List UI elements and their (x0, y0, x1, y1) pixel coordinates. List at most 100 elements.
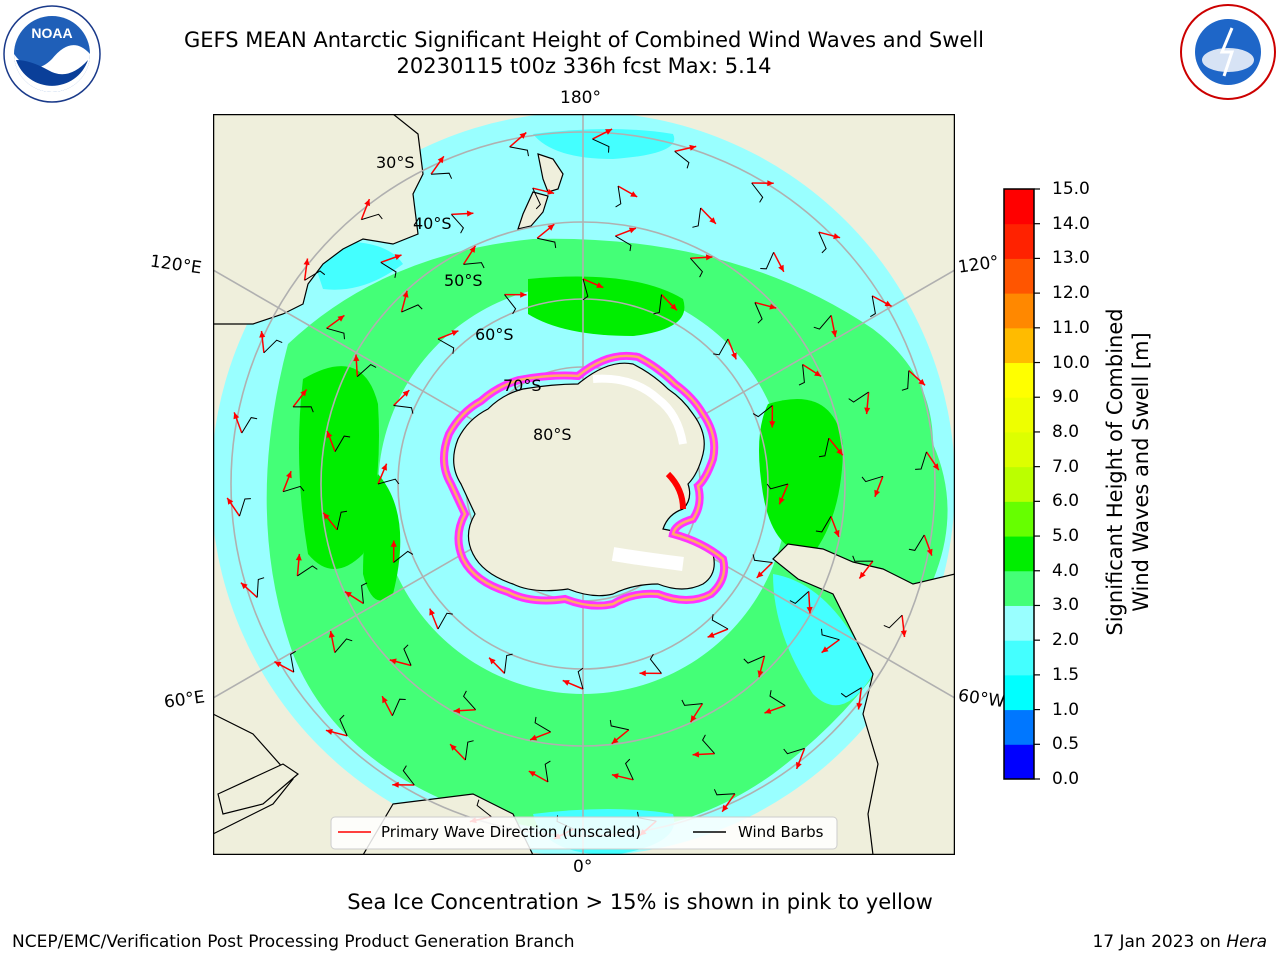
wind-barb (813, 315, 832, 330)
colorbar-bin (1004, 640, 1034, 676)
primary-wave-arrowhead (757, 670, 764, 678)
wind-barb (239, 498, 251, 517)
land-australia (213, 114, 424, 325)
primary-wave-arrowhead (547, 188, 555, 195)
primary-wave-arrowhead (328, 631, 335, 638)
primary-wave-arrowhead (233, 412, 240, 420)
lat-label: 70°S (503, 376, 542, 395)
primary-wave-arrowhead (382, 696, 388, 704)
wind-barb (649, 653, 662, 674)
wind-barb (754, 302, 763, 324)
primary-wave-arrowhead (390, 540, 397, 547)
primary-wave-arrowhead (611, 773, 619, 780)
wind-barb (504, 294, 517, 315)
lon-label-top: 180° (560, 88, 601, 108)
wind-barb (393, 405, 414, 414)
lat-label: 50°S (444, 271, 483, 290)
lon-label-left-lower: 60°E (162, 687, 207, 713)
wind-barb (861, 475, 884, 483)
wind-barb (402, 765, 415, 786)
wind-barb (297, 565, 318, 577)
primary-wave-arrowhead (530, 734, 538, 741)
primary-wave-arrowhead (814, 370, 822, 377)
wind-barb (339, 714, 348, 737)
footer-date-text: 17 Jan 2023 on (1092, 932, 1221, 952)
wind-barb (711, 614, 729, 630)
wind-barb (751, 182, 764, 203)
primary-wave-arrowhead (764, 708, 772, 714)
wind-barb (462, 690, 476, 711)
lat-label: 80°S (533, 425, 572, 444)
primary-wave-arrowhead (722, 804, 729, 812)
wind-barb (818, 438, 830, 458)
primary-wave-arrowhead (833, 233, 841, 239)
primary-wave-arrowhead (562, 680, 570, 686)
wind-barb (915, 451, 927, 470)
wind-barb (577, 667, 584, 690)
colorbar-tick-label: 0.0 (1052, 769, 1080, 789)
wind-barb (883, 614, 903, 629)
colorbar (1003, 188, 1040, 780)
wind-barb (537, 237, 557, 249)
wind-barb (391, 698, 406, 716)
wind-barb (789, 591, 810, 605)
nws-logo (1180, 4, 1276, 100)
primary-wave-arrowhead (466, 210, 474, 217)
primary-wave-arrowhead (520, 291, 527, 298)
primary-wave-arrowhead (796, 761, 802, 769)
colorbar-tick-label: 4.0 (1052, 560, 1080, 581)
colorbar-tick-label: 1.5 (1052, 664, 1080, 685)
primary-wave-arrowhead (519, 132, 527, 139)
wind-barb (334, 638, 353, 653)
wind-barb (290, 650, 296, 673)
land-antarctica (453, 362, 715, 597)
primary-wave-arrowhead (489, 657, 496, 665)
wind-barb (334, 435, 351, 452)
primary-wave-arrowhead (392, 781, 399, 788)
primary-wave-arrowhead (856, 702, 863, 710)
primary-wave-arrowhead (756, 571, 764, 578)
primary-wave-arrowhead (874, 489, 880, 497)
wind-barb (681, 699, 703, 706)
wave-height-field (266, 129, 948, 855)
wind-barb (336, 510, 348, 530)
primary-wave-arrowhead (864, 407, 871, 415)
lon-label-right-lower: 60°W (956, 685, 1007, 713)
wind-barb (815, 516, 832, 533)
primary-wave-arrowhead (295, 553, 302, 561)
wind-barb (674, 151, 690, 169)
colorbar-label-line2: Wind Waves and Swell [m] (1129, 332, 1153, 612)
chart-subtitle: 20230115 t00z 336h fcst Max: 5.14 (396, 54, 772, 78)
primary-wave-arrowhead (705, 254, 713, 261)
wind-barb (592, 138, 610, 153)
colorbar-bin (1004, 431, 1034, 468)
colorbar-label: Significant Height of Combined Wind Wave… (1102, 212, 1154, 732)
wind-barb (653, 294, 662, 315)
colorbar-bin (1004, 223, 1034, 259)
colorbar-bin (1004, 605, 1034, 641)
wind-barb (692, 207, 702, 228)
colorbar-bin (1004, 397, 1034, 433)
noaa-logo: NOAA (3, 5, 101, 103)
wind-barb (760, 252, 775, 270)
colorbar-bin (1004, 744, 1034, 780)
colorbar-bin (1004, 709, 1034, 745)
colorbar-bin (1004, 501, 1034, 537)
latitude-labels: 30°S 40°S 50°S 60°S 70°S 80°S (376, 153, 572, 444)
wind-barb (403, 644, 412, 666)
primary-wave-arrowhead (605, 129, 613, 135)
wind-barb (852, 555, 873, 562)
footer-host: Hera (1226, 932, 1267, 952)
colorbar-tick-label: 9.0 (1052, 387, 1080, 408)
primary-wave-arrowhead (381, 463, 387, 471)
colorbar-tick-label: 1.0 (1052, 699, 1080, 720)
footer-branch: NCEP/EMC/Verification Post Processing Pr… (12, 932, 575, 952)
wind-barb (263, 339, 283, 354)
primary-wave-arrowhead (779, 497, 785, 505)
colorbar-bin (1004, 362, 1034, 398)
colorbar-tick-label: 15.0 (1052, 179, 1090, 199)
primary-wave-arrowhead (806, 606, 813, 614)
lat-label: 60°S (475, 325, 514, 344)
primary-wave-arrowhead (833, 529, 840, 537)
wind-barb (798, 364, 805, 386)
